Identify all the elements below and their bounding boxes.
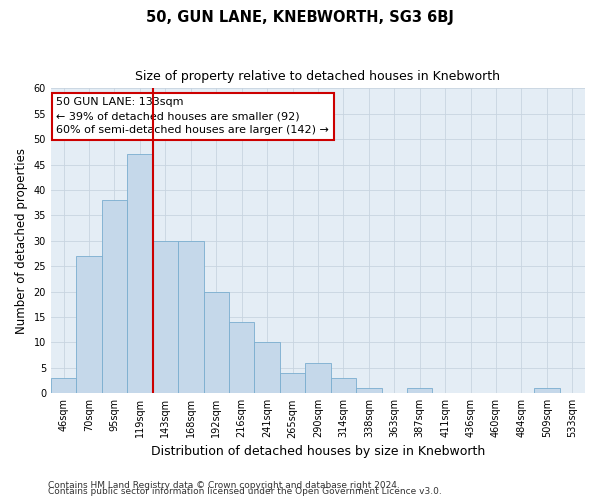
Text: 50, GUN LANE, KNEBWORTH, SG3 6BJ: 50, GUN LANE, KNEBWORTH, SG3 6BJ	[146, 10, 454, 25]
Text: Contains public sector information licensed under the Open Government Licence v3: Contains public sector information licen…	[48, 487, 442, 496]
Bar	[254, 342, 280, 394]
X-axis label: Distribution of detached houses by size in Knebworth: Distribution of detached houses by size …	[151, 444, 485, 458]
Bar	[51, 378, 76, 394]
Title: Size of property relative to detached houses in Knebworth: Size of property relative to detached ho…	[136, 70, 500, 83]
Bar	[229, 322, 254, 394]
Bar	[203, 292, 229, 394]
Bar	[305, 363, 331, 394]
Bar	[407, 388, 433, 394]
Bar	[280, 373, 305, 394]
Bar	[152, 241, 178, 394]
Bar	[76, 256, 102, 394]
Y-axis label: Number of detached properties: Number of detached properties	[15, 148, 28, 334]
Bar	[331, 378, 356, 394]
Bar	[102, 200, 127, 394]
Bar	[127, 154, 152, 394]
Text: 50 GUN LANE: 133sqm
← 39% of detached houses are smaller (92)
60% of semi-detach: 50 GUN LANE: 133sqm ← 39% of detached ho…	[56, 98, 329, 136]
Text: Contains HM Land Registry data © Crown copyright and database right 2024.: Contains HM Land Registry data © Crown c…	[48, 481, 400, 490]
Bar	[178, 241, 203, 394]
Bar	[534, 388, 560, 394]
Bar	[356, 388, 382, 394]
